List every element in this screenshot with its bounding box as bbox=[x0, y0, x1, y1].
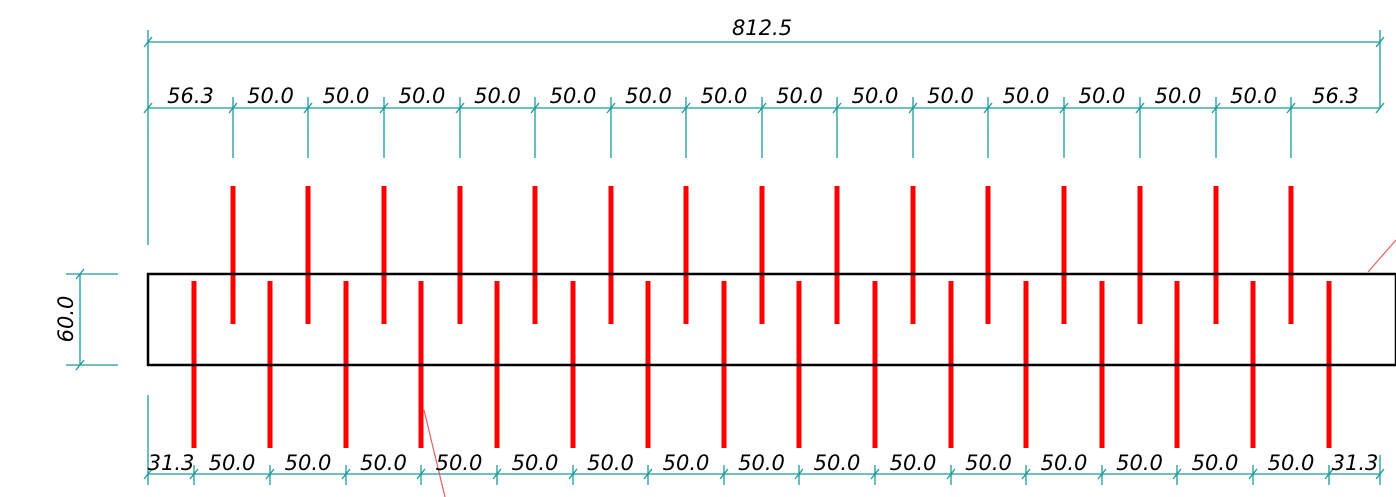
dimension-tick bbox=[416, 468, 426, 480]
dimension-tick bbox=[492, 468, 502, 480]
top-dimension-label: 50.0 bbox=[701, 84, 748, 108]
dimension-tick bbox=[143, 102, 153, 114]
top-dimension-label: 50.0 bbox=[399, 84, 446, 108]
dimension-tick bbox=[530, 102, 540, 114]
bottom-dimension-label: 50.0 bbox=[814, 451, 861, 475]
dimension-tick bbox=[228, 102, 238, 114]
dimension-tick bbox=[455, 102, 465, 114]
top-rebar bbox=[1137, 186, 1143, 324]
top-rebar bbox=[608, 186, 614, 324]
dimension-tick bbox=[643, 468, 653, 480]
dimension-tick bbox=[143, 468, 153, 480]
dimension-tick bbox=[794, 468, 804, 480]
top-dimension-label: 50.0 bbox=[927, 84, 974, 108]
top-rebar bbox=[230, 186, 236, 324]
leader-line bbox=[423, 409, 446, 497]
bottom-dimension-label: 50.0 bbox=[1192, 451, 1239, 475]
bottom-dimension-label: 50.0 bbox=[1041, 451, 1088, 475]
dimension-tick bbox=[189, 468, 199, 480]
bottom-dimension-label: 50.0 bbox=[209, 451, 256, 475]
leader-line bbox=[1367, 239, 1396, 273]
dimension-tick bbox=[870, 468, 880, 480]
bottom-dimension-label: 50.0 bbox=[436, 451, 483, 475]
dimension-tick bbox=[1211, 102, 1221, 114]
top-dimension-label: 50.0 bbox=[1155, 84, 1202, 108]
bottom-dimension-label: 50.0 bbox=[285, 451, 332, 475]
top-dimension-label: 50.0 bbox=[625, 84, 672, 108]
top-dimension-label: 50.0 bbox=[1079, 84, 1126, 108]
bottom-dimension-label: 50.0 bbox=[738, 451, 785, 475]
top-dimension-label: 50.0 bbox=[1003, 84, 1050, 108]
dimension-tick bbox=[341, 468, 351, 480]
dimension-tick bbox=[75, 359, 85, 371]
dimension-tick bbox=[1097, 468, 1107, 480]
dimension-tick bbox=[379, 102, 389, 114]
top-rebar bbox=[834, 186, 840, 324]
dimension-tick bbox=[1375, 102, 1385, 114]
dimension-tick bbox=[1248, 468, 1258, 480]
dimension-tick bbox=[143, 36, 153, 48]
slab-outline bbox=[146, 272, 1396, 367]
top-dimension-label: 50.0 bbox=[1230, 84, 1277, 108]
dimension-tick bbox=[946, 468, 956, 480]
dimension-tick bbox=[1375, 468, 1385, 480]
dimension-tick bbox=[1286, 102, 1296, 114]
dimension-tick bbox=[1059, 102, 1069, 114]
bottom-dimension-label: 50.0 bbox=[360, 451, 407, 475]
top-rebar bbox=[759, 186, 765, 324]
dimension-tick bbox=[908, 102, 918, 114]
rebar-group bbox=[191, 186, 1332, 448]
dimension-tick bbox=[1324, 468, 1334, 480]
bottom-dimension-label: 50.0 bbox=[663, 451, 710, 475]
overall-dimension-text: 812.5 bbox=[732, 16, 792, 40]
bottom-dimension-label: 50.0 bbox=[1268, 451, 1315, 475]
top-dimension-texts: 56.3 50.0 50.0 50.0 50.0 50.0 50.0 50.0 50.0 50.0… bbox=[167, 84, 1359, 108]
dimension-tick bbox=[1021, 468, 1031, 480]
dimension-tick bbox=[265, 468, 275, 480]
top-dimension-label: 50.0 bbox=[247, 84, 294, 108]
dimension-tick bbox=[606, 102, 616, 114]
bottom-dimension-texts: 31.3 50.0 50.0 50.0 50.0 50.0 50.0 50.0 50.0 50.0… bbox=[148, 451, 1379, 475]
dimension-tick bbox=[681, 102, 691, 114]
bottom-dimension-label: 31.3 bbox=[148, 451, 195, 475]
top-rebar bbox=[910, 186, 916, 324]
dimension-tick bbox=[303, 102, 313, 114]
bottom-dimension-label: 50.0 bbox=[1116, 451, 1163, 475]
bottom-dimension-label: 50.0 bbox=[890, 451, 937, 475]
dimension-tick bbox=[719, 468, 729, 480]
top-dimension-label: 50.0 bbox=[323, 84, 370, 108]
top-dimension-label: 50.0 bbox=[776, 84, 823, 108]
top-rebar bbox=[381, 186, 387, 324]
dimension-tick bbox=[568, 468, 578, 480]
dimension-tick bbox=[1375, 36, 1385, 48]
top-rebar bbox=[532, 186, 538, 324]
dimension-tick bbox=[1135, 102, 1145, 114]
bottom-dimension-label: 50.0 bbox=[965, 451, 1012, 475]
top-rebar bbox=[1061, 186, 1067, 324]
height-dimension-text: 60.0 bbox=[54, 296, 78, 343]
dimension-lines bbox=[66, 30, 1385, 485]
top-dimension-label: 50.0 bbox=[852, 84, 899, 108]
top-rebar bbox=[305, 186, 311, 324]
top-dimension-label: 56.3 bbox=[167, 84, 214, 108]
bottom-dimension-label: 31.3 bbox=[1332, 451, 1379, 475]
bottom-dimension-label: 50.0 bbox=[512, 451, 559, 475]
top-rebar bbox=[1213, 186, 1219, 324]
bottom-dimension-label: 50.0 bbox=[587, 451, 634, 475]
top-rebar bbox=[1288, 186, 1294, 324]
dimension-tick bbox=[757, 102, 767, 114]
top-dimension-label: 56.3 bbox=[1312, 84, 1359, 108]
top-rebar bbox=[683, 186, 689, 324]
dimension-tick bbox=[983, 102, 993, 114]
top-rebar bbox=[457, 186, 463, 324]
top-rebar bbox=[985, 186, 991, 324]
top-dimension-label: 50.0 bbox=[550, 84, 597, 108]
dimension-tick bbox=[1172, 468, 1182, 480]
dimension-tick bbox=[832, 102, 842, 114]
top-dimension-label: 50.0 bbox=[474, 84, 521, 108]
dimension-tick bbox=[75, 268, 85, 280]
